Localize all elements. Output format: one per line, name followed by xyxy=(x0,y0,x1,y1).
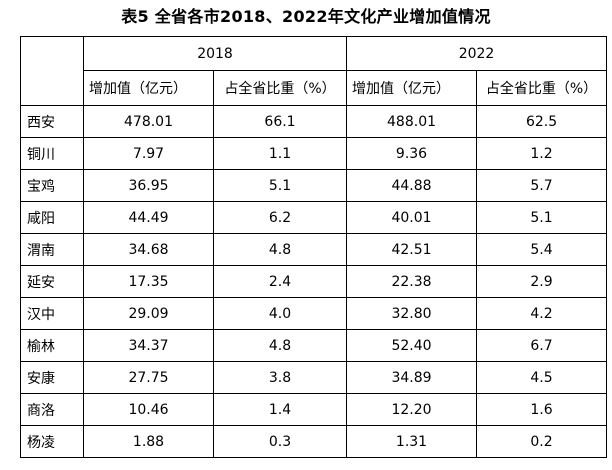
table-row: 咸阳 44.49 6.2 40.01 5.1 xyxy=(20,201,608,234)
region-cell: 咸阳 xyxy=(20,201,84,234)
value-2022-cell: 52.40 xyxy=(346,329,478,362)
region-cell: 汉中 xyxy=(20,297,84,330)
value-2022-cell: 12.20 xyxy=(346,393,478,426)
share-2018-cell: 2.4 xyxy=(212,265,348,298)
value-2022-cell: 40.01 xyxy=(346,201,478,234)
value-2018-cell: 7.97 xyxy=(83,137,214,170)
value-2018-cell: 34.37 xyxy=(83,329,214,362)
region-cell: 西安 xyxy=(20,105,84,138)
share-2022-cell: 4.2 xyxy=(476,297,608,330)
table-row: 汉中 29.09 4.0 32.80 4.2 xyxy=(20,297,608,330)
value-2018-cell: 478.01 xyxy=(83,105,214,138)
value-2018-cell: 10.46 xyxy=(83,393,214,426)
value-2018-cell: 34.68 xyxy=(83,233,214,266)
year-header-row: 2018 2022 xyxy=(20,36,608,106)
region-cell: 宝鸡 xyxy=(20,169,84,202)
value-2018-cell: 17.35 xyxy=(83,265,214,298)
region-cell: 铜川 xyxy=(20,137,84,170)
region-cell: 延安 xyxy=(20,265,84,298)
share-2022-cell: 5.4 xyxy=(476,233,608,266)
region-cell: 安康 xyxy=(20,361,84,394)
sub-header-value-2018: 增加值（亿元） xyxy=(83,70,214,106)
region-cell: 渭南 xyxy=(20,233,84,266)
share-2018-cell: 3.8 xyxy=(212,361,348,394)
share-2022-cell: 1.2 xyxy=(476,137,608,170)
share-2018-cell: 1.1 xyxy=(212,137,348,170)
share-2022-cell: 0.2 xyxy=(476,425,608,458)
value-2022-cell: 32.80 xyxy=(346,297,478,330)
table-row: 渭南 34.68 4.8 42.51 5.4 xyxy=(20,233,608,266)
value-2022-cell: 22.38 xyxy=(346,265,478,298)
value-2022-cell: 34.89 xyxy=(346,361,478,394)
region-cell: 榆林 xyxy=(20,329,84,362)
table-row: 宝鸡 36.95 5.1 44.88 5.7 xyxy=(20,169,608,202)
table-row: 安康 27.75 3.8 34.89 4.5 xyxy=(20,361,608,394)
table-row: 延安 17.35 2.4 22.38 2.9 xyxy=(20,265,608,298)
share-2022-cell: 5.7 xyxy=(476,169,608,202)
share-2022-cell: 6.7 xyxy=(476,329,608,362)
share-2022-cell: 1.6 xyxy=(476,393,608,426)
value-2018-cell: 44.49 xyxy=(83,201,214,234)
table-row: 榆林 34.37 4.8 52.40 6.7 xyxy=(20,329,608,362)
value-2022-cell: 42.51 xyxy=(346,233,478,266)
corner-cell xyxy=(20,36,84,106)
share-2022-cell: 62.5 xyxy=(476,105,608,138)
value-2022-cell: 9.36 xyxy=(346,137,478,170)
culture-industry-table: 2018 2022 增加值（亿元） 占全省比重（%） 增加值（亿元） 占全省比重… xyxy=(20,36,608,458)
region-cell: 商洛 xyxy=(20,393,84,426)
value-2018-cell: 27.75 xyxy=(83,361,214,394)
share-2022-cell: 4.5 xyxy=(476,361,608,394)
value-2022-cell: 1.31 xyxy=(346,425,478,458)
value-2022-cell: 44.88 xyxy=(346,169,478,202)
table-caption: 表5 全省各市2018、2022年文化产业增加值情况 xyxy=(121,7,491,26)
value-2018-cell: 36.95 xyxy=(83,169,214,202)
region-cell: 杨凌 xyxy=(20,425,84,458)
share-2018-cell: 4.8 xyxy=(212,329,348,362)
share-2018-cell: 4.0 xyxy=(212,297,348,330)
value-2018-cell: 29.09 xyxy=(83,297,214,330)
share-2018-cell: 1.4 xyxy=(212,393,348,426)
sub-header-row: 增加值（亿元） 占全省比重（%） 增加值（亿元） 占全省比重（%） xyxy=(21,70,608,106)
sub-header-value-2022: 增加值（亿元） xyxy=(346,70,478,106)
share-2022-cell: 5.1 xyxy=(476,201,608,234)
share-2018-cell: 4.8 xyxy=(212,233,348,266)
share-2018-cell: 6.2 xyxy=(212,201,348,234)
value-2018-cell: 1.88 xyxy=(83,425,214,458)
table-row: 西安 478.01 66.1 488.01 62.5 xyxy=(20,105,608,138)
table-row: 铜川 7.97 1.1 9.36 1.2 xyxy=(20,137,608,170)
year-header-2022: 2022 xyxy=(346,36,608,71)
value-2022-cell: 488.01 xyxy=(346,105,478,138)
table-row: 商洛 10.46 1.4 12.20 1.6 xyxy=(20,393,608,426)
share-2018-cell: 5.1 xyxy=(212,169,348,202)
share-2018-cell: 66.1 xyxy=(212,105,348,138)
share-2022-cell: 2.9 xyxy=(476,265,608,298)
sub-header-share-2022: 占全省比重（%） xyxy=(476,70,608,106)
share-2018-cell: 0.3 xyxy=(212,425,348,458)
sub-header-share-2018: 占全省比重（%） xyxy=(212,70,348,106)
table-row: 杨凌 1.88 0.3 1.31 0.2 xyxy=(20,425,608,458)
year-header-2018: 2018 xyxy=(82,36,348,71)
